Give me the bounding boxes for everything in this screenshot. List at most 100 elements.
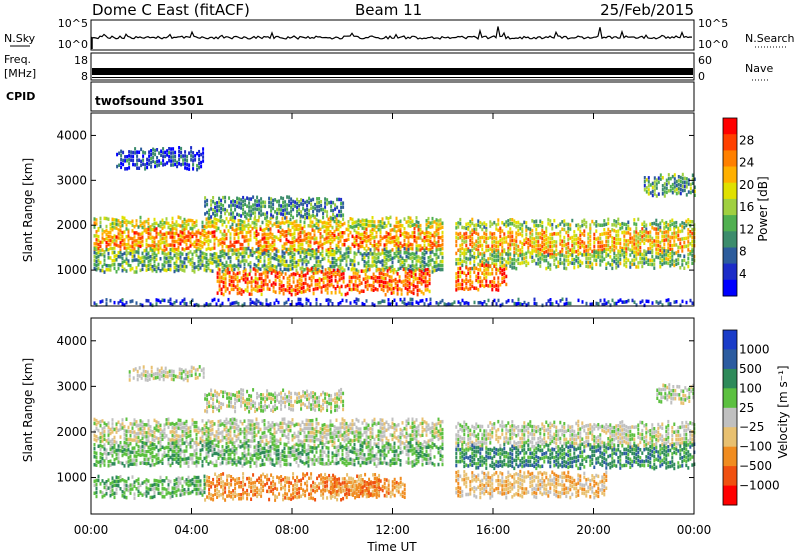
heatmap-cell [545,246,547,250]
heatmap-cell [308,224,310,228]
heatmap-cell [376,423,378,427]
heatmap-cell [573,230,575,234]
heatmap-cell [194,245,196,249]
heatmap-cell [178,418,180,422]
heatmap-cell [200,161,202,165]
heatmap-cell [110,235,112,239]
heatmap-cell [392,236,394,240]
heatmap-cell [577,223,579,227]
heatmap-cell [196,164,198,168]
heatmap-cell [182,239,184,243]
heatmap-cell [278,237,280,241]
heatmap-cell [331,271,333,275]
heatmap-cell [691,254,693,258]
heatmap-cell [140,423,142,427]
heatmap-cell [637,248,639,252]
heatmap-cell [355,283,357,287]
heatmap-cell [489,253,491,257]
heatmap-cell [360,435,362,439]
heatmap-cell [250,427,252,431]
heatmap-cell [339,274,341,278]
heatmap-cell [256,298,258,302]
heatmap-cell [529,255,531,259]
heatmap-cell [633,238,635,242]
heatmap-cell [216,438,218,442]
heatmap-cell [545,227,547,231]
heatmap-cell [382,423,384,427]
heatmap-cell [122,220,124,224]
heatmap-cell [625,223,627,227]
heatmap-cell [208,431,210,435]
heatmap-cell [114,218,116,222]
heatmap-cell [150,302,152,306]
heatmap-cell [343,276,345,280]
heatmap-cell [477,245,479,249]
heatmap-cell [210,257,212,261]
heatmap-cell [392,228,394,232]
heatmap-cell [164,423,166,427]
heatmap-cell [198,431,200,435]
heatmap-cell [254,431,256,435]
heatmap-cell [150,236,152,240]
heatmap-cell [430,232,432,236]
heatmap-cell [242,255,244,259]
heatmap-cell [238,433,240,437]
heatmap-cell [294,232,296,236]
heatmap-cell [225,273,227,277]
frequency-band [92,68,693,75]
heatmap-cell [340,225,342,229]
heatmap-cell [671,262,673,266]
heatmap-cell [677,254,679,258]
heatmap-cell [176,252,178,256]
heatmap-cell [681,229,683,233]
heatmap-cell [128,438,130,442]
heatmap-cell [513,251,515,255]
heatmap-cell [501,273,503,277]
heatmap-cell [98,239,100,243]
heatmap-cell [655,255,657,258]
heatmap-cell [120,233,122,237]
heatmap-cell [366,249,368,253]
heatmap-cell [535,224,537,228]
heatmap-cell [152,253,154,257]
heatmap-cell [666,299,668,303]
heatmap-cell [429,282,431,286]
heatmap-cell [247,281,249,285]
heatmap-cell [395,278,397,282]
heatmap-cell [407,280,409,284]
heatmap-cell [267,271,269,275]
heatmap-cell [270,428,272,432]
heatmap-cell [154,439,156,443]
heatmap-cell [267,275,269,279]
heatmap-cell [396,238,398,242]
heatmap-cell [364,219,366,223]
heatmap-cell [651,241,653,245]
heatmap-cell [657,256,659,260]
heatmap-cell [681,225,683,229]
heatmap-cell [404,298,406,302]
heatmap-cell [625,247,627,251]
heatmap-cell [480,301,482,305]
heatmap-cell [160,428,162,432]
heatmap-cell [383,269,385,273]
heatmap-cell [318,205,320,209]
heatmap-cell [406,231,408,235]
heatmap-cell [342,205,344,209]
heatmap-cell [417,289,419,293]
heatmap-cell [501,221,503,225]
heatmap-cell [457,221,459,225]
heatmap-cell [146,220,148,224]
heatmap-cell [495,241,497,245]
heatmap-cell [613,252,615,256]
heatmap-cell [621,231,623,235]
heatmap-cell [360,427,362,431]
heatmap-cell [233,272,235,276]
heatmap-cell [310,253,312,257]
heatmap-cell [342,231,344,235]
heatmap-cell [383,277,385,281]
heatmap-cell [426,227,428,231]
heatmap-cell [377,280,379,284]
heatmap-cell [415,269,417,273]
heatmap-cell [585,261,587,265]
heatmap-cell [350,217,352,221]
